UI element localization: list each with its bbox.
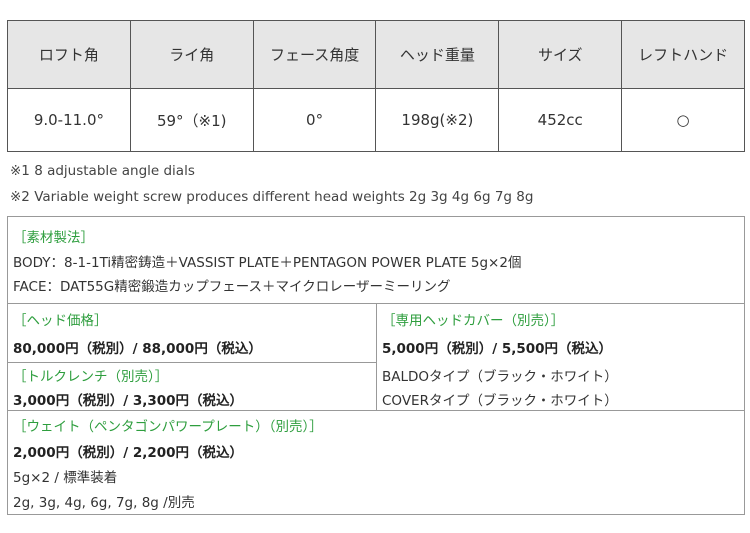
weight-standard: 5g×2 / 標準装着 (13, 470, 118, 486)
spec-header-row: ロフト角 ライ角 フェース角度 ヘッド重量 サイズ レフトハンド (7, 20, 745, 89)
wrench-title: ［トルクレンチ（別売）］ (13, 369, 169, 385)
wrench-section: ［トルクレンチ（別売）］ 3,000円（税別）/ 3,300円（税込） (7, 362, 377, 411)
note-1: ※1 8 adjustable angle dials (10, 163, 195, 179)
header-head-weight: ヘッド重量 (375, 20, 500, 89)
note-2: ※2 Variable weight screw produces differ… (10, 189, 534, 205)
head-price-section: ［ヘッド価格］ 80,000円（税別）/ 88,000円（税込） (7, 303, 377, 363)
value-left-hand: ○ (621, 88, 745, 152)
weight-section: ［ウェイト（ペンタゴンパワープレート）（別売）］ 2,000円（税別）/ 2,2… (7, 410, 745, 515)
head-price-title: ［ヘッド価格］ (13, 313, 108, 329)
weight-options: 2g, 3g, 4g, 6g, 7g, 8g /別売 (13, 495, 195, 511)
value-head-weight: 198g(※2) (375, 88, 500, 152)
value-face-angle: 0° (252, 88, 377, 152)
cover-price: 5,000円（税別）/ 5,500円（税込） (382, 341, 613, 357)
value-loft: 9.0-11.0° (7, 88, 131, 152)
material-title: ［素材製法］ (13, 230, 94, 246)
cover-section: ［専用ヘッドカバー（別売）］ 5,000円（税別）/ 5,500円（税込） BA… (376, 303, 745, 411)
head-price-value: 80,000円（税別）/ 88,000円（税込） (13, 341, 262, 357)
spec-table: ロフト角 ライ角 フェース角度 ヘッド重量 サイズ レフトハンド 9.0-11.… (7, 20, 745, 152)
cover-type-cover: COVERタイプ（ブラック・ホワイト） (382, 393, 618, 409)
wrench-price: 3,000円（税別）/ 3,300円（税込） (13, 393, 244, 409)
weight-price: 2,000円（税別）/ 2,200円（税込） (13, 445, 244, 461)
material-body: BODY：8-1-1Ti精密鋳造＋VASSIST PLATE＋PENTAGON … (13, 255, 522, 271)
material-face: FACE：DAT55G精密鍛造カップフェース＋マイクロレーザーミーリング (13, 279, 451, 295)
value-size: 452cc (498, 88, 623, 152)
value-lie: 59°（※1) (129, 88, 254, 152)
cover-title: ［専用ヘッドカバー（別売）］ (382, 313, 565, 329)
header-face-angle: フェース角度 (252, 20, 377, 89)
weight-title: ［ウェイト（ペンタゴンパワープレート）（別売）］ (13, 419, 323, 435)
cover-type-baldo: BALDOタイプ（ブラック・ホワイト） (382, 369, 618, 385)
spec-value-row: 9.0-11.0° 59°（※1) 0° 198g(※2) 452cc ○ (7, 88, 745, 152)
material-section: ［素材製法］ BODY：8-1-1Ti精密鋳造＋VASSIST PLATE＋PE… (7, 216, 745, 304)
header-left-hand: レフトハンド (621, 20, 745, 89)
header-loft: ロフト角 (7, 20, 131, 89)
header-lie: ライ角 (129, 20, 254, 89)
header-size: サイズ (498, 20, 623, 89)
